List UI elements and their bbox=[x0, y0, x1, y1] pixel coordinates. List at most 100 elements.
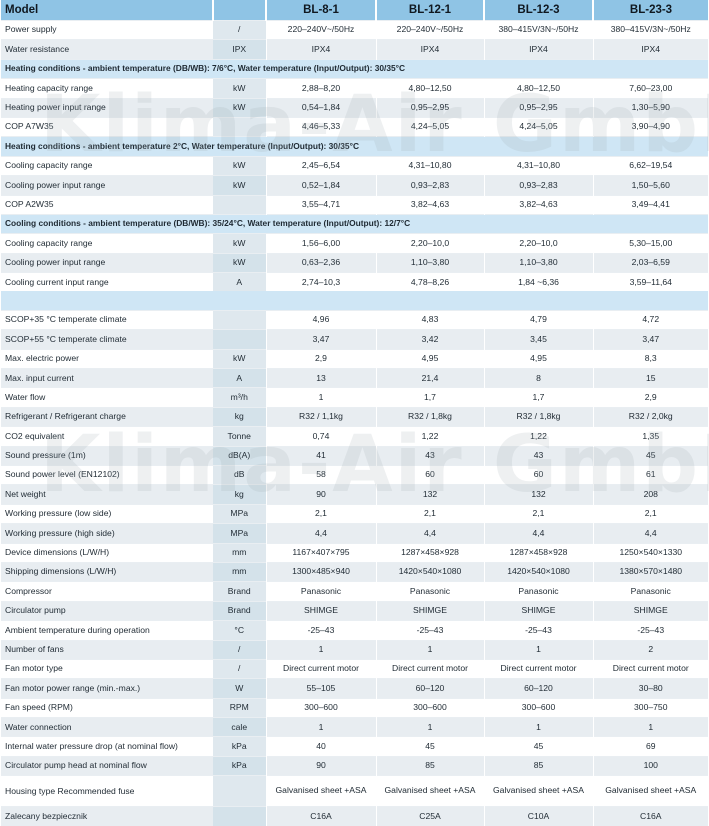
parameter-unit: W bbox=[213, 678, 266, 699]
value-cell: 0,95–2,95 bbox=[483, 97, 593, 118]
value-cell: 1167×407×795 bbox=[265, 542, 376, 563]
header-bl-23-3: BL-23-3 bbox=[593, 0, 708, 21]
value-cell: C25A bbox=[375, 806, 484, 826]
table-body: Power supply/220–240V~/50Hz 220–240V~/50H… bbox=[1, 19, 708, 826]
value-cell: -25–43 bbox=[375, 620, 484, 640]
parameter-name: Cooling capacity range bbox=[1, 233, 213, 254]
value-cell: 4,24–5,05 bbox=[483, 116, 593, 137]
value-cell: Panasonic bbox=[483, 581, 593, 602]
value-cell: 1,22 bbox=[375, 426, 484, 447]
parameter-unit: kW bbox=[213, 175, 266, 196]
table-row: Internal water pressure drop (at nominal… bbox=[1, 736, 708, 757]
parameter-unit: mm bbox=[213, 561, 266, 582]
parameter-name: Zalecany bezpiecznik bbox=[1, 806, 213, 826]
value-cell: 4,31–10,80 bbox=[483, 155, 593, 176]
parameter-name: Fan motor type bbox=[1, 658, 213, 679]
parameter-name: Device dimensions (L/W/H) bbox=[1, 542, 213, 563]
value-cell: 1,7 bbox=[483, 387, 593, 408]
value-cell: C10A bbox=[483, 806, 593, 826]
table-row: Max. input current A 13 21,4 8 15 bbox=[1, 368, 708, 388]
table-row: Power supply/220–240V~/50Hz 220–240V~/50H… bbox=[1, 19, 708, 40]
value-cell: R32 / 2,0kg bbox=[592, 406, 708, 427]
parameter-name: COP A2W35 bbox=[1, 194, 213, 215]
parameter-name: Refrigerant / Refrigerant charge bbox=[1, 406, 213, 427]
parameter-name: Internal water pressure drop (at nominal… bbox=[1, 736, 213, 757]
value-cell: 300–750 bbox=[592, 697, 708, 718]
parameter-name: Circulator pump bbox=[1, 600, 213, 621]
value-cell: 60–120 bbox=[483, 678, 593, 699]
value-cell: 1,56–6,00 bbox=[265, 233, 376, 254]
value-cell: R32 / 1,8kg bbox=[483, 406, 593, 427]
parameter-name: Net weight bbox=[1, 484, 213, 505]
value-cell: 15 bbox=[592, 368, 708, 388]
section-header-row: Heating conditions - ambient temperature… bbox=[1, 136, 708, 157]
parameter-name: Max. electric power bbox=[1, 348, 213, 369]
value-cell: 1,30–5,90 bbox=[592, 97, 708, 118]
value-cell: Direct current motor bbox=[592, 658, 708, 679]
value-cell: 3,45 bbox=[483, 329, 593, 350]
value-cell: 4,80–12,50 bbox=[375, 78, 484, 99]
parameter-name: Heating capacity range bbox=[1, 78, 213, 99]
parameter-name: SCOP+55 °C temperate climate bbox=[1, 329, 213, 350]
value-cell: Panasonic bbox=[375, 581, 484, 602]
value-cell: 5,30–15,00 bbox=[592, 233, 708, 254]
value-cell: 2,1 bbox=[375, 503, 484, 524]
value-cell: 3,42 bbox=[375, 329, 484, 350]
value-cell: 1 bbox=[265, 387, 376, 408]
parameter-unit: / bbox=[213, 639, 266, 660]
value-cell: IPX4 bbox=[483, 39, 593, 60]
table-row: Housing type Recommended fuse Galvanised … bbox=[1, 775, 708, 807]
value-cell: 7,60–23,00 bbox=[592, 78, 708, 99]
table-row: Water connection cale 1 1 1 1 bbox=[1, 717, 708, 737]
parameter-name: Housing type Recommended fuse bbox=[1, 775, 213, 807]
value-cell: 2 bbox=[592, 639, 708, 660]
value-cell: 1,10–3,80 bbox=[375, 252, 484, 273]
value-cell: SHIMGE bbox=[483, 600, 593, 621]
value-cell: 4,83 bbox=[375, 309, 484, 330]
table-row: Fan speed (RPM) RPM 300–600 300–600 300–600 3… bbox=[1, 697, 708, 718]
value-cell: 0,54–1,84 bbox=[265, 97, 376, 118]
value-cell: 1 bbox=[592, 717, 708, 737]
header-model: Model bbox=[1, 0, 214, 21]
value-cell: R32 / 1,8kg bbox=[375, 406, 484, 427]
value-cell: 380–415V/3N~/50Hz bbox=[483, 19, 593, 40]
parameter-unit: kW bbox=[213, 348, 266, 369]
value-cell: 100 bbox=[592, 755, 708, 776]
table-row: Cooling capacity range kW 1,56–6,00 2,20–10… bbox=[1, 233, 708, 254]
value-cell: IPX4 bbox=[375, 39, 484, 60]
table-row: Fan motor type / Direct current motor Direc… bbox=[1, 658, 708, 679]
value-cell: Galvanised sheet +ASA bbox=[592, 775, 708, 807]
parameter-name: COP A7W35 bbox=[1, 116, 213, 137]
value-cell: 3,47 bbox=[265, 329, 376, 350]
value-cell: 2,1 bbox=[265, 503, 376, 524]
parameter-unit: dB bbox=[213, 464, 266, 485]
parameter-unit: cale bbox=[213, 717, 266, 737]
value-cell: 4,31–10,80 bbox=[375, 155, 484, 176]
parameter-unit: / bbox=[213, 658, 266, 679]
spacer-row bbox=[1, 291, 708, 311]
value-cell: 1 bbox=[265, 717, 376, 737]
parameter-unit: kPa bbox=[213, 755, 266, 776]
value-cell: 1380×570×1480 bbox=[592, 561, 708, 582]
value-cell: Direct current motor bbox=[375, 658, 484, 679]
value-cell: 1,50–5,60 bbox=[592, 175, 708, 196]
value-cell: 3,49–4,41 bbox=[592, 194, 708, 215]
parameter-unit bbox=[213, 806, 266, 826]
value-cell: 3,82–4,63 bbox=[483, 194, 593, 215]
table-row: Number of fans/1 1 1 2 bbox=[1, 639, 708, 660]
value-cell: 2,9 bbox=[592, 387, 708, 408]
parameter-unit bbox=[213, 116, 266, 137]
parameter-unit: kg bbox=[213, 406, 266, 427]
value-cell: 0,93–2,83 bbox=[483, 175, 593, 196]
table-row: CO2 equivalent Tonne 0,74 1,22 1,22 1,35 bbox=[1, 426, 708, 447]
parameter-name: Circulator pump head at nominal flow bbox=[1, 755, 213, 776]
value-cell: 0,52–1,84 bbox=[265, 175, 376, 196]
table-row: Circulator pump head at nominal flow kPa 9… bbox=[1, 755, 708, 776]
value-cell: 1,22 bbox=[483, 426, 593, 447]
parameter-unit: Brand bbox=[213, 600, 266, 621]
parameter-unit: kW bbox=[213, 252, 266, 273]
value-cell: 13 bbox=[265, 368, 376, 388]
table-row: Water flow m³/h 1 1,7 1,7 2,9 bbox=[1, 387, 708, 408]
value-cell: 1287×458×928 bbox=[483, 542, 593, 563]
value-cell: SHIMGE bbox=[375, 600, 484, 621]
